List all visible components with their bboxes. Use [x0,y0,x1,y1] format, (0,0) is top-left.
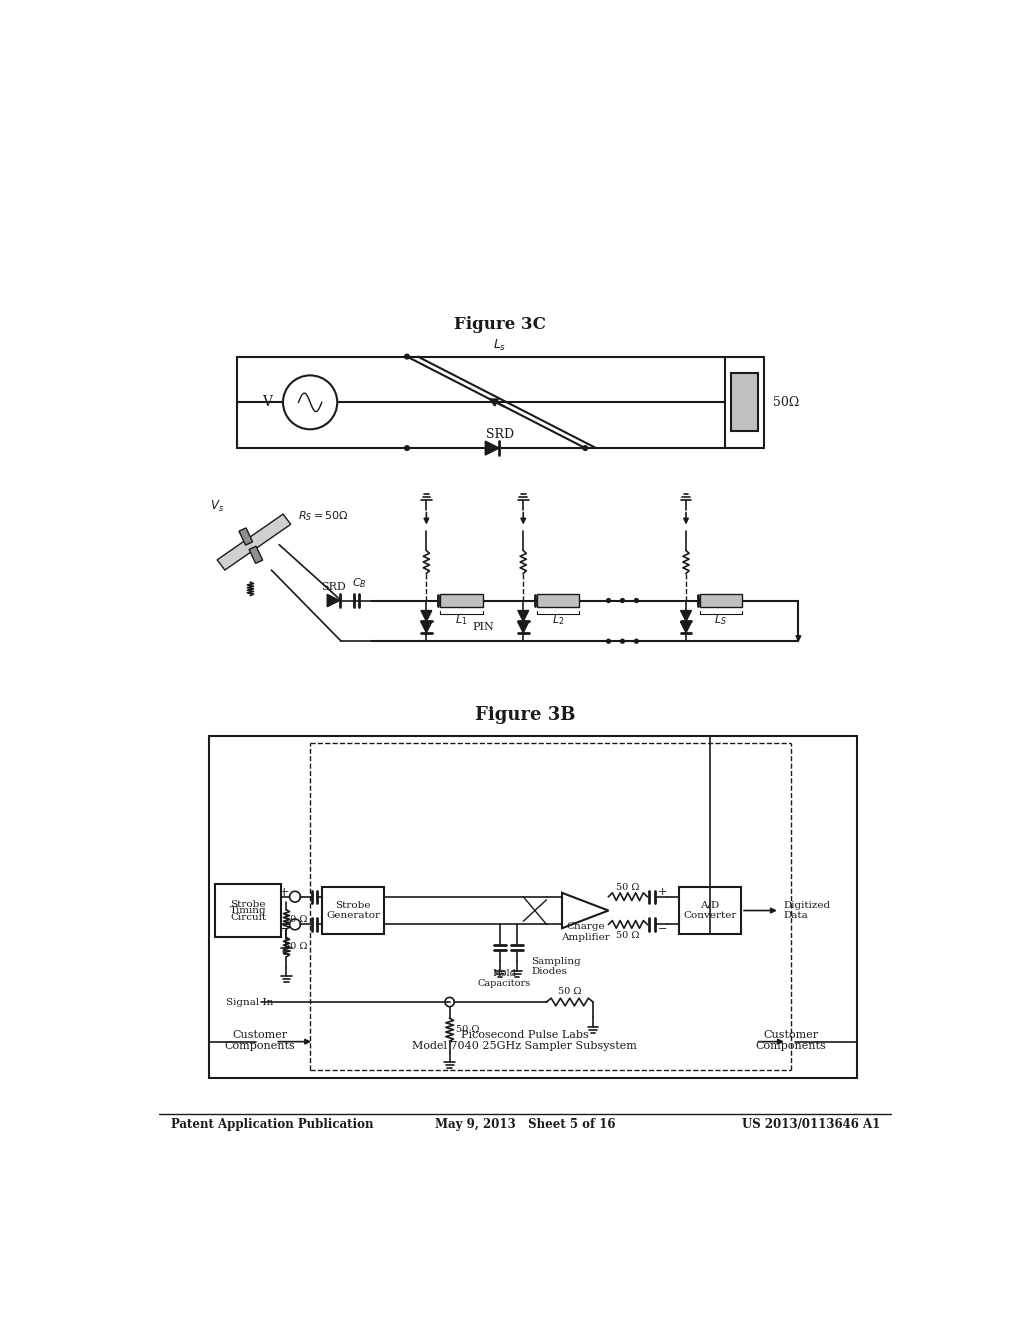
Text: $L_1$: $L_1$ [455,614,468,627]
Text: US 2013/0113646 A1: US 2013/0113646 A1 [741,1118,880,1131]
Text: $C_B$: $C_B$ [352,577,367,590]
Text: +: + [658,887,668,898]
Bar [730,374,758,432]
Text: Signal In: Signal In [225,998,273,1007]
Text: 50 Ω: 50 Ω [616,931,640,940]
Text: May 9, 2013   Sheet 5 of 16: May 9, 2013 Sheet 5 of 16 [434,1118,615,1131]
Circle shape [635,639,638,643]
Text: $R_S=50\Omega$: $R_S=50\Omega$ [299,510,349,523]
Circle shape [635,598,638,602]
Polygon shape [485,441,500,455]
Text: Generator: Generator [326,911,380,920]
Text: −: − [279,923,290,936]
Polygon shape [562,892,608,928]
Polygon shape [518,611,528,622]
Text: +: + [279,886,290,899]
Text: Components: Components [756,1041,826,1051]
Text: Components: Components [224,1041,295,1051]
Text: Sampling
Diodes: Sampling Diodes [531,957,581,975]
Circle shape [606,598,610,602]
Circle shape [404,446,410,450]
Polygon shape [328,594,340,607]
Text: Strobe: Strobe [336,900,371,909]
Bar [699,594,742,607]
Text: Figure 3C: Figure 3C [454,315,546,333]
Text: A/D: A/D [700,900,720,909]
Text: 50 Ω: 50 Ω [558,987,582,995]
Circle shape [606,639,610,643]
Text: SRD: SRD [321,582,346,591]
Text: 50Ω: 50Ω [773,396,800,409]
Text: Strobe: Strobe [230,900,266,909]
Text: 50 Ω: 50 Ω [616,883,640,892]
Circle shape [621,639,625,643]
Text: Model 7040 25GHz Sampler Subsystem: Model 7040 25GHz Sampler Subsystem [413,1041,637,1051]
Polygon shape [681,611,691,622]
Text: $L_S$: $L_S$ [715,614,727,627]
Text: SRD: SRD [486,428,514,441]
Polygon shape [421,611,432,622]
Bar [323,887,384,933]
Text: V: V [262,395,272,409]
Text: 50 Ω: 50 Ω [284,915,307,924]
Text: Digitized: Digitized [783,900,830,909]
Circle shape [404,354,410,359]
Circle shape [283,375,337,429]
Text: 50 Ω: 50 Ω [456,1026,479,1035]
Text: Data: Data [783,911,808,920]
Text: −: − [658,924,668,935]
Text: Circuit: Circuit [230,913,266,921]
Text: Converter: Converter [683,911,736,920]
Polygon shape [681,622,691,632]
Text: $L_2$: $L_2$ [552,614,564,627]
Text: $L_s$: $L_s$ [494,338,507,352]
Text: Customer: Customer [232,1031,288,1040]
Bar [679,887,741,933]
Text: Figure 3B: Figure 3B [474,706,575,725]
Text: Charge
Amplifier: Charge Amplifier [561,923,609,941]
Circle shape [583,446,588,450]
Circle shape [621,598,625,602]
Bar [215,883,281,937]
Text: Patent Application Publication: Patent Application Publication [171,1118,373,1131]
Bar [440,594,482,607]
Text: Timing: Timing [229,906,266,915]
Polygon shape [249,546,263,564]
Text: Picosecond Pulse Labs: Picosecond Pulse Labs [461,1031,589,1040]
Polygon shape [518,622,528,632]
Text: PIN: PIN [473,622,495,632]
Text: 50 Ω: 50 Ω [284,942,307,952]
Text: Hold
Capacitors: Hold Capacitors [477,969,530,987]
Text: $V_s$: $V_s$ [210,499,224,513]
Bar [537,594,580,607]
Polygon shape [217,515,291,570]
Polygon shape [421,622,432,632]
Polygon shape [239,528,253,545]
Text: Customer: Customer [763,1031,818,1040]
